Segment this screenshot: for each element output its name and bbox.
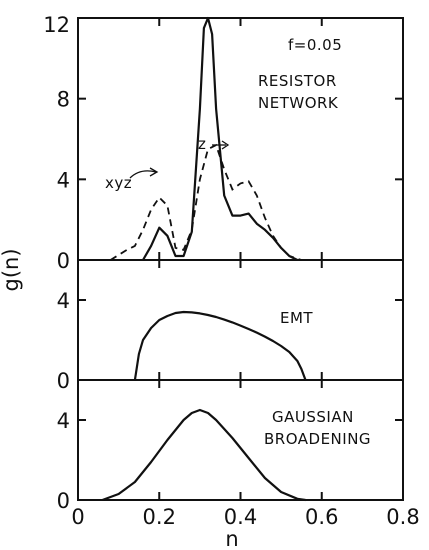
y-axis-title: g(n) <box>0 248 23 291</box>
annotation-z: z <box>198 135 206 153</box>
curves-layer <box>102 16 307 502</box>
bottom-y-tick-label: 4 <box>57 409 70 433</box>
annotation-xyz: xyz <box>105 174 132 192</box>
top-panel-frame <box>77 17 404 261</box>
x-axis-title: n <box>225 527 238 550</box>
xyz-arrow <box>129 170 157 179</box>
annotation-gaussian: GAUSSIAN <box>272 408 354 426</box>
annotation-resistor: RESISTOR <box>258 72 337 90</box>
x-tick-label: 0.6 <box>305 505 338 529</box>
annotation-f-value: f=0.05 <box>288 36 342 54</box>
x-tick-label: 0.2 <box>143 505 176 529</box>
middle-y-tick-label: 4 <box>57 289 70 313</box>
x-tick-label: 0 <box>71 505 84 529</box>
xyz-arrowhead <box>149 167 159 177</box>
ticks-layer <box>77 17 404 501</box>
middle-series-curve-0 <box>133 310 307 381</box>
bottom-series-curve-0 <box>102 408 306 502</box>
bottom-y-tick-label: 0 <box>57 489 70 513</box>
labels-layer: 0 4 8 12 0 4 0 4 0 0.2 0.4 0.6 0.8 <box>43 13 419 529</box>
top-y-tick-label: 4 <box>57 168 70 192</box>
x-tick-label: 0.8 <box>386 505 419 529</box>
top-series-xyz <box>110 143 302 261</box>
annotation-broadening: BROADENING <box>264 430 371 448</box>
top-y-tick-label: 8 <box>57 88 70 112</box>
z-arrowhead <box>221 140 230 150</box>
middle-y-tick-label: 0 <box>57 369 70 393</box>
top-y-tick-label: 0 <box>57 249 70 273</box>
top-series-z <box>142 16 298 261</box>
top-y-tick-label: 12 <box>43 13 70 37</box>
annotation-network: NETWORK <box>258 94 339 112</box>
middle-panel-frame <box>77 259 404 381</box>
annotation-emt: EMT <box>280 309 313 327</box>
x-tick-label: 0.4 <box>224 505 257 529</box>
